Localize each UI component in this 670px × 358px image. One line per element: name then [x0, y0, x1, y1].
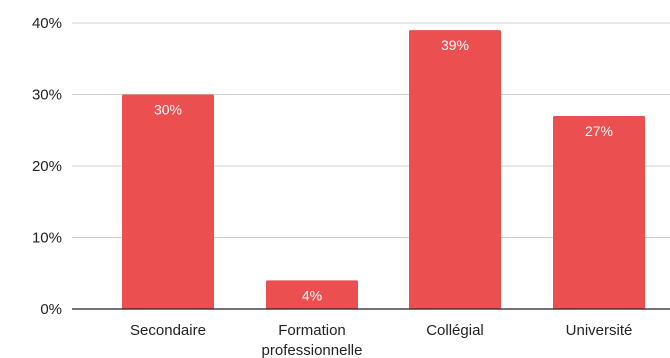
category-label: Collégial: [426, 322, 484, 339]
data-label: 4%: [302, 287, 322, 303]
bar: [122, 94, 214, 309]
data-label: 39%: [441, 37, 469, 53]
y-tick-label: 0%: [40, 301, 62, 318]
category-label: Secondaire: [130, 322, 206, 339]
y-axis-ticks: 0% 10% 20% 30% 40%: [32, 15, 62, 318]
y-tick-label: 30%: [32, 87, 62, 104]
data-label: 30%: [154, 102, 182, 118]
data-label: 27%: [585, 123, 613, 139]
bar: [553, 115, 645, 309]
y-tick-label: 10%: [32, 230, 62, 247]
y-tick-label: 40%: [32, 15, 62, 32]
category-label: Université: [566, 322, 633, 339]
bar: [409, 30, 501, 310]
bar: [266, 280, 358, 309]
y-tick-label: 20%: [32, 158, 62, 175]
data-labels: 30% 4% 39% 27%: [154, 37, 613, 303]
bars: [122, 30, 645, 310]
category-label: Formation professionnelle: [262, 322, 363, 358]
x-axis-categories: Secondaire Formation professionnelle Collég…: [130, 322, 632, 358]
